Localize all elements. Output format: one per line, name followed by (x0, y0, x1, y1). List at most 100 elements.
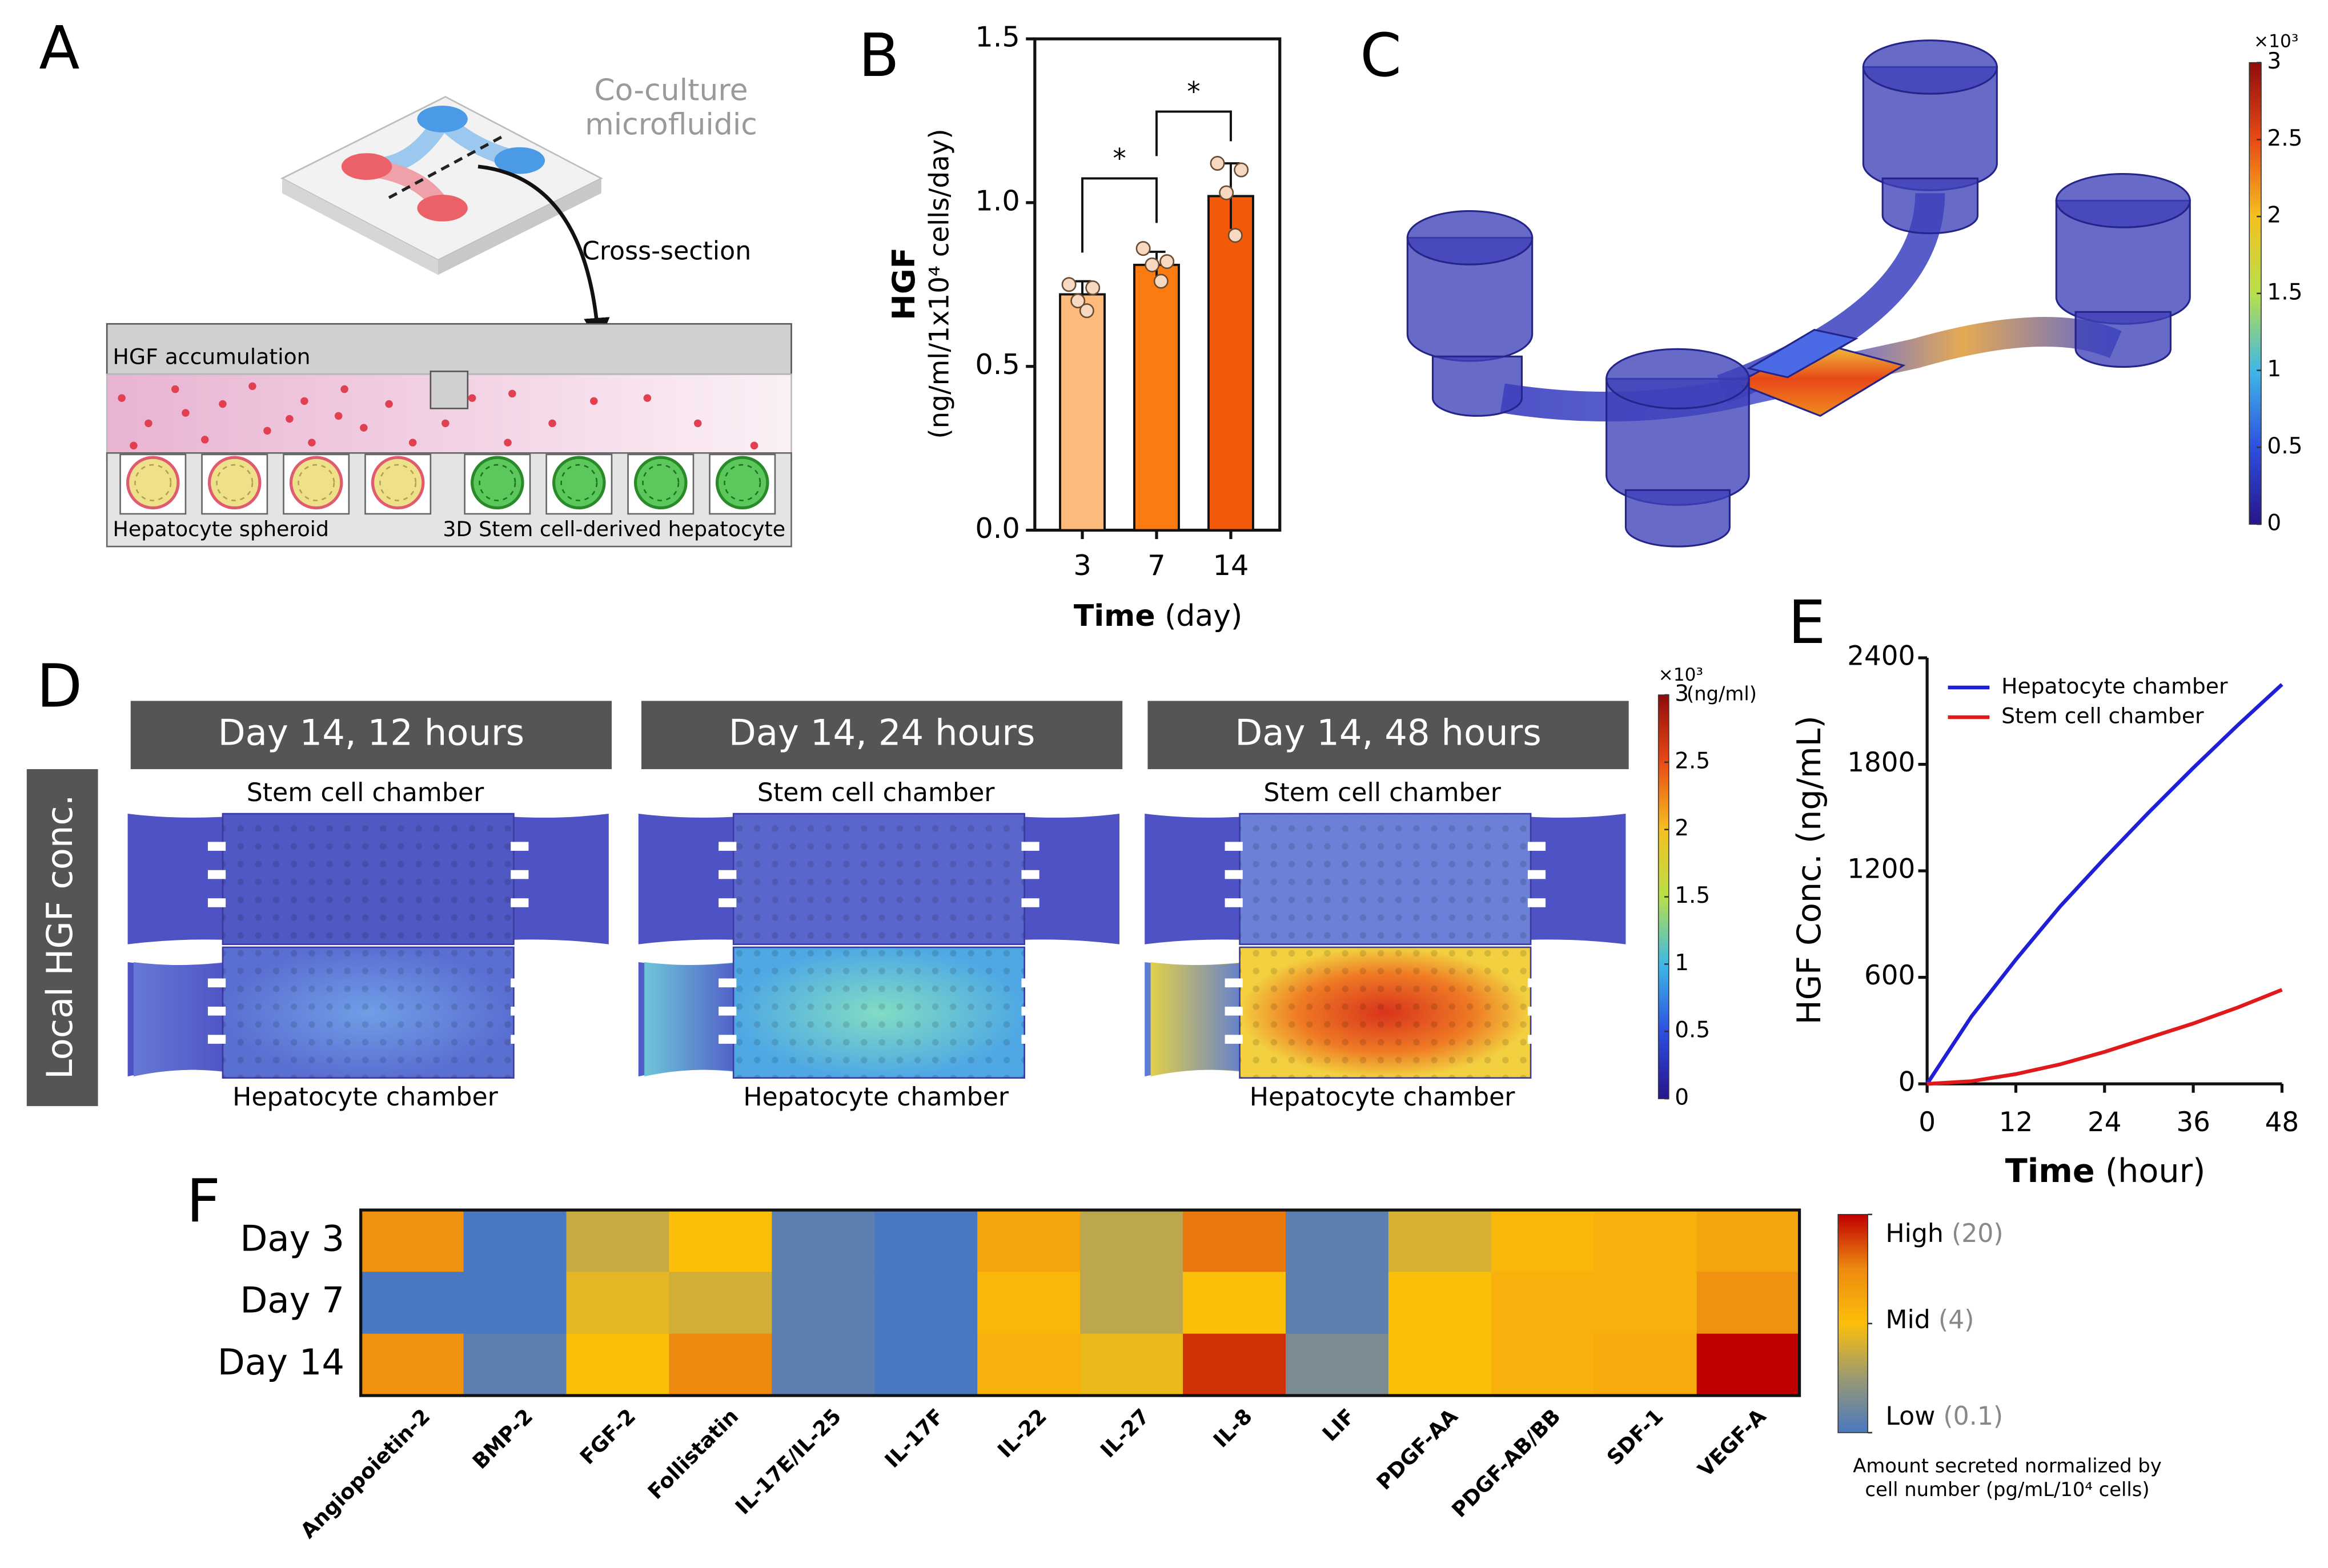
data-point (1159, 254, 1175, 270)
chamber-label: Stem cell chamber (247, 778, 484, 807)
hgf-dot (504, 439, 512, 447)
spheroid-texture (298, 464, 335, 501)
cylinder (1406, 210, 1534, 417)
data-point (1070, 293, 1086, 308)
chamber-dots (222, 813, 514, 944)
colorbar-label: cell number (pg/mL/10⁴ cells) (1865, 1478, 2149, 1501)
colorbar-tick-label: Mid (4) (1885, 1305, 1974, 1334)
y-tick-label: 1200 (1847, 854, 1915, 885)
colorbar-tick-label: 0.5 (2267, 433, 2302, 459)
heatmap-cell (1183, 1272, 1287, 1334)
hgf-dot (590, 397, 598, 405)
y-axis-label: HGF Conc. (ng/mL) (1791, 715, 1828, 1024)
well (417, 106, 468, 132)
colorbar-tick-label: 1 (1675, 950, 1689, 976)
spheroid-texture (724, 464, 761, 501)
data-point (1227, 228, 1243, 243)
heatmap-cell (874, 1333, 978, 1397)
well (341, 153, 392, 180)
heatmap-cell (1285, 1210, 1390, 1273)
heatmap-cell (1491, 1272, 1595, 1334)
row-label: Day 3 (240, 1217, 344, 1259)
chip-label: microfluidic (585, 107, 757, 142)
colorbar-unit: (ng/ml) (1687, 683, 1757, 705)
top-label: HGF accumulation (113, 344, 311, 369)
spheroid-texture (216, 464, 254, 501)
spheroid (552, 456, 606, 510)
column-label: SDF-1 (1602, 1404, 1668, 1470)
y-tick-label: 1.0 (975, 184, 1020, 217)
port (511, 1035, 529, 1044)
notch (430, 371, 469, 409)
heatmap-cell (1594, 1210, 1697, 1273)
port (1225, 842, 1243, 851)
line-series (1925, 683, 2283, 1085)
x-axis-label-main: Time (2005, 1152, 2095, 1190)
data-point (1234, 162, 1249, 178)
port (1021, 978, 1039, 988)
title-box (130, 701, 612, 770)
hgf-dot (408, 439, 417, 447)
port (1021, 1006, 1039, 1016)
heatmap-cell (977, 1333, 1081, 1397)
data-point (1219, 185, 1234, 200)
hgf-dot (182, 409, 190, 417)
significance-bracket (1081, 177, 1158, 253)
side-label: Local HGF conc. (39, 794, 81, 1079)
well (417, 195, 468, 222)
column-label: IL-27 (1095, 1404, 1154, 1463)
heatmap-cell (1388, 1333, 1492, 1397)
spheroid (126, 456, 180, 510)
tick-value: (20) (1952, 1219, 2004, 1248)
heatmap-cell (566, 1272, 670, 1334)
hgf-dot (385, 400, 393, 408)
column-label: PDGF-AB/BB (1447, 1404, 1565, 1522)
hgf-dot (130, 441, 138, 450)
chip-side (437, 178, 601, 275)
column-label: IL-22 (993, 1404, 1051, 1463)
hgf-dot (643, 394, 652, 402)
heatmap-cell (1696, 1210, 1800, 1273)
y-tick-label: 0.0 (975, 512, 1020, 545)
chip-label: Co-culture (594, 74, 748, 108)
x-axis-label-unit: (hour) (2105, 1152, 2206, 1190)
column-label: IL-17E/IL-25 (730, 1404, 846, 1519)
spheroid (715, 456, 769, 510)
wing (1527, 813, 1626, 944)
colorbar-tick-label: 3 (1675, 681, 1689, 707)
y-tick-label: 0 (1898, 1067, 1916, 1098)
wing (1150, 962, 1249, 1077)
port (207, 1035, 226, 1044)
column-label: BMP-2 (468, 1404, 538, 1474)
spheroid (633, 456, 688, 510)
colorbar-label: Amount secreted normalized by (1853, 1454, 2161, 1477)
x-tick-label: 12 (1999, 1107, 2033, 1138)
panel-label: D (37, 652, 82, 721)
hgf-dot (171, 385, 179, 393)
panel-label: E (1788, 588, 1826, 657)
heatmap-cell (1183, 1333, 1287, 1397)
panel-title: Day 14, 24 hours (729, 711, 1035, 753)
port (719, 1006, 737, 1016)
port (719, 842, 737, 851)
colorbar (1837, 1214, 1868, 1433)
heatmap-cell (1080, 1210, 1184, 1273)
x-axis-label: Time (hour) (2005, 1152, 2206, 1190)
hgf-dot (248, 382, 256, 391)
well (494, 147, 545, 174)
tick-value: (4) (1938, 1305, 1974, 1334)
heatmap-cell (1594, 1333, 1697, 1397)
heatmap-cell (463, 1272, 567, 1334)
chamber-dots (1239, 947, 1531, 1078)
column-label: FGF-2 (575, 1404, 640, 1469)
heatmap-cell (874, 1210, 978, 1273)
legend-label: Hepatocyte chamber (2001, 674, 2228, 699)
spheroid (471, 456, 524, 510)
port (207, 842, 226, 851)
cylinder (2055, 173, 2191, 368)
heatmap-cell (669, 1272, 773, 1334)
port (1527, 1035, 1546, 1044)
heatmap-cell (1491, 1210, 1595, 1273)
heatmap-cell (1080, 1333, 1184, 1397)
column-label: LIF (1318, 1404, 1360, 1446)
